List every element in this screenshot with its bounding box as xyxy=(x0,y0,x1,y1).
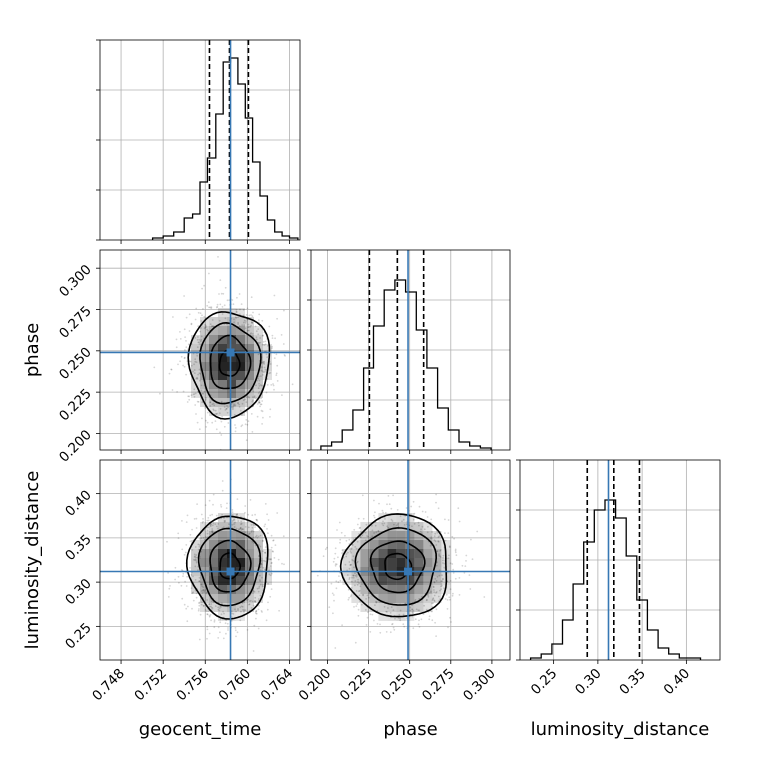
y-tick-label-luminosity_distance-1: 0.30 xyxy=(62,576,95,609)
contour-2-1 xyxy=(369,540,426,594)
histogram-phase xyxy=(307,249,511,454)
contour-1-3 xyxy=(186,515,269,620)
contour-2-2 xyxy=(354,527,438,606)
x-tick-label-luminosity_distance-1: 0.30 xyxy=(572,666,605,699)
contour-1-0 xyxy=(219,552,241,580)
x-tick-label-geocent_time-4: 0.764 xyxy=(258,666,297,705)
axes-frame-1 xyxy=(99,459,301,661)
axes-frame-0 xyxy=(99,249,301,451)
contour-1-2 xyxy=(197,527,262,607)
y-tick-label-phase-3: 0.275 xyxy=(56,303,95,342)
y-tick-label-phase-2: 0.250 xyxy=(56,344,95,383)
x-tick-label-luminosity_distance-3: 0.40 xyxy=(661,666,694,699)
x-axis-label-phase: phase xyxy=(383,719,437,740)
contour-0-1 xyxy=(209,334,252,390)
y-tick-label-luminosity_distance-2: 0.35 xyxy=(62,531,95,564)
y-tick-label-phase-1: 0.225 xyxy=(56,386,95,425)
y-tick-label-luminosity_distance-0: 0.25 xyxy=(62,620,95,653)
y-tick-label-luminosity_distance-3: 0.40 xyxy=(62,487,95,520)
contour-2-3 xyxy=(339,513,448,618)
x-tick-label-phase-2: 0.250 xyxy=(378,666,417,705)
contour-2-0 xyxy=(384,552,413,581)
panel-geocent_time-vs-phase xyxy=(96,249,301,454)
truth-point-2 xyxy=(404,567,413,576)
x-tick-label-geocent_time-2: 0.756 xyxy=(173,666,212,705)
contour-1-1 xyxy=(209,539,252,593)
histogram-steps-phase xyxy=(320,279,492,450)
x-tick-label-phase-0: 0.200 xyxy=(296,666,335,705)
x-tick-label-luminosity_distance-2: 0.35 xyxy=(616,666,649,699)
x-tick-label-phase-1: 0.225 xyxy=(337,666,376,705)
x-tick-label-luminosity_distance-0: 0.25 xyxy=(528,666,561,699)
panel-geocent_time-vs-luminosity_distance xyxy=(96,459,301,664)
sample-points-1 xyxy=(166,478,300,652)
x-tick-label-phase-3: 0.275 xyxy=(419,666,458,705)
histogram-luminosity_distance xyxy=(516,459,721,664)
contour-0-2 xyxy=(199,321,262,405)
y-tick-label-phase-0: 0.200 xyxy=(56,427,95,466)
histogram-steps-geocent_time xyxy=(151,57,299,240)
x-tick-label-geocent_time-3: 0.760 xyxy=(216,666,255,705)
truth-point-1 xyxy=(226,567,235,576)
truth-point-0 xyxy=(226,348,235,357)
x-tick-label-geocent_time-0: 0.748 xyxy=(89,666,128,705)
y-tick-label-phase-4: 0.300 xyxy=(56,262,95,301)
y-axis-label-phase: phase xyxy=(22,323,43,377)
histogram-steps-luminosity_distance xyxy=(529,499,702,660)
histogram-geocent_time xyxy=(96,39,301,244)
x-axis-label-luminosity_distance: luminosity_distance xyxy=(531,719,710,740)
panel-phase-vs-luminosity_distance xyxy=(307,459,511,664)
contour-0-3 xyxy=(187,311,271,420)
y-axis-label-luminosity_distance: luminosity_distance xyxy=(22,471,43,650)
x-tick-label-geocent_time-1: 0.752 xyxy=(131,666,170,705)
axes-frame-2 xyxy=(310,459,511,661)
x-axis-label-geocent_time: geocent_time xyxy=(139,719,262,740)
x-tick-label-phase-4: 0.300 xyxy=(460,666,499,705)
